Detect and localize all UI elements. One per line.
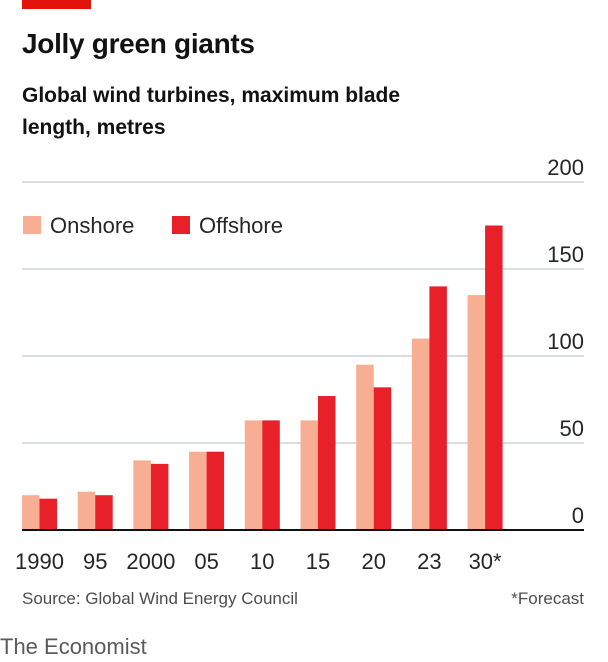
bar-offshore — [262, 420, 280, 530]
bar-offshore — [206, 451, 225, 530]
x-tick-label: 1990 — [15, 549, 64, 574]
bar-offshore — [373, 387, 392, 530]
bar-onshore — [189, 451, 207, 530]
brand-strip — [0, 626, 608, 662]
bar-onshore — [244, 420, 263, 530]
x-tick-label: 95 — [83, 549, 107, 574]
bar-offshore — [95, 495, 113, 530]
legend-swatch-offshore — [172, 216, 190, 234]
publisher-credit: The Economist — [0, 634, 147, 659]
x-tick-label: 23 — [417, 549, 441, 574]
x-tick-label: 2000 — [126, 549, 175, 574]
y-tick-label: 200 — [547, 155, 584, 180]
bar-onshore — [467, 295, 486, 530]
bar-onshore — [300, 420, 318, 530]
x-tick-label: 20 — [361, 549, 385, 574]
bar-onshore — [133, 460, 151, 530]
source-note: Source: Global Wind Energy Council — [22, 589, 298, 608]
legend-swatch-onshore — [23, 216, 41, 234]
legend-label-offshore: Offshore — [199, 213, 283, 238]
bar-offshore — [429, 286, 447, 530]
bar-onshore — [356, 364, 374, 530]
x-tick-label: 30* — [469, 549, 502, 574]
y-tick-label: 100 — [547, 329, 584, 354]
y-tick-label: 0 — [572, 503, 584, 528]
chart-subtitle: Global wind turbines, maximum blade leng… — [22, 84, 401, 139]
x-tick-label: 05 — [194, 549, 218, 574]
brand-tag — [22, 0, 91, 9]
x-tick-label: 10 — [250, 549, 274, 574]
bar-offshore — [39, 498, 57, 530]
y-tick-label: 150 — [547, 242, 584, 267]
x-tick-label: 15 — [306, 549, 330, 574]
bar-offshore — [485, 225, 503, 530]
bar-onshore — [77, 491, 96, 530]
y-tick-label: 50 — [560, 416, 584, 441]
legend-label-onshore: Onshore — [50, 213, 134, 238]
bar-chart: 0 50 100 150 200 1990 95 2000 05 10 15 20 23 30* Onsho… — [15, 155, 584, 574]
forecast-footnote: *Forecast — [511, 589, 584, 608]
chart-card: Jolly green giants Global wind turbines,… — [15, 0, 584, 608]
chart-title: Jolly green giants — [22, 28, 255, 59]
bar-offshore — [150, 463, 169, 530]
bar-onshore — [22, 495, 40, 530]
bar-onshore — [411, 338, 430, 530]
bar-offshore — [318, 396, 336, 530]
